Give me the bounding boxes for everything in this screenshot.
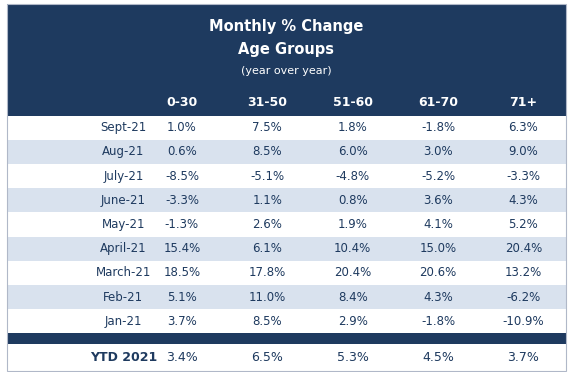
Text: 6.3%: 6.3% [509,121,538,134]
Text: Aug-21: Aug-21 [102,145,144,158]
Text: -10.9%: -10.9% [503,315,544,328]
Text: 71+: 71+ [509,96,537,109]
Text: -1.8%: -1.8% [421,315,455,328]
Text: 4.1%: 4.1% [423,218,453,231]
Bar [7,344,566,371]
Text: 5.2%: 5.2% [509,218,538,231]
Text: April-21: April-21 [100,242,147,255]
Text: 15.4%: 15.4% [163,242,201,255]
Text: 61-70: 61-70 [418,96,458,109]
Text: 20.6%: 20.6% [419,266,457,279]
Text: YTD 2021: YTD 2021 [90,351,157,364]
Text: 3.4%: 3.4% [166,351,198,364]
Bar [7,140,566,164]
Text: 3.6%: 3.6% [423,194,453,207]
Text: -1.3%: -1.3% [165,218,199,231]
Text: 5.1%: 5.1% [167,291,197,304]
Text: 6.1%: 6.1% [252,242,282,255]
Text: 3.7%: 3.7% [508,351,539,364]
Text: 8.4%: 8.4% [338,291,367,304]
Bar [7,212,566,237]
Text: Jan-21: Jan-21 [105,315,142,328]
Text: -3.3%: -3.3% [165,194,199,207]
Text: 2.9%: 2.9% [337,315,368,328]
Text: 6.0%: 6.0% [338,145,367,158]
Text: 6.5%: 6.5% [252,351,283,364]
Text: 0.8%: 0.8% [338,194,367,207]
Text: 8.5%: 8.5% [253,145,282,158]
Text: Sept-21: Sept-21 [100,121,147,134]
Text: 11.0%: 11.0% [249,291,286,304]
Text: 1.9%: 1.9% [337,218,368,231]
Text: 1.8%: 1.8% [338,121,367,134]
Text: 20.4%: 20.4% [505,242,542,255]
Text: -6.2%: -6.2% [507,291,540,304]
Bar [7,237,566,261]
Text: 1.0%: 1.0% [167,121,197,134]
Bar [7,116,566,140]
Bar [7,4,566,89]
Text: -1.8%: -1.8% [421,121,455,134]
Text: -4.8%: -4.8% [336,170,370,183]
Text: 9.0%: 9.0% [509,145,538,158]
Text: 2.6%: 2.6% [252,218,282,231]
Text: 18.5%: 18.5% [163,266,201,279]
Bar [7,164,566,188]
Text: 0-30: 0-30 [166,96,198,109]
Text: 3.7%: 3.7% [167,315,197,328]
Text: June-21: June-21 [101,194,146,207]
Text: 8.5%: 8.5% [253,315,282,328]
Text: 4.3%: 4.3% [423,291,453,304]
Text: 31-50: 31-50 [248,96,287,109]
Text: -8.5%: -8.5% [165,170,199,183]
Text: 17.8%: 17.8% [249,266,286,279]
Text: March-21: March-21 [96,266,151,279]
Text: 4.3%: 4.3% [509,194,538,207]
Text: Age Groups: Age Groups [238,42,335,57]
Text: 20.4%: 20.4% [334,266,371,279]
Bar [7,261,566,285]
Bar [7,89,566,116]
Text: 51-60: 51-60 [333,96,372,109]
Text: (year over year): (year over year) [241,65,332,76]
Text: 15.0%: 15.0% [419,242,457,255]
Text: -5.2%: -5.2% [421,170,455,183]
Text: Feb-21: Feb-21 [103,291,143,304]
Text: 13.2%: 13.2% [505,266,542,279]
Text: 5.3%: 5.3% [337,351,368,364]
Bar [7,333,566,344]
Text: May-21: May-21 [101,218,145,231]
Text: 0.6%: 0.6% [167,145,197,158]
Bar [7,309,566,333]
Text: Monthly % Change: Monthly % Change [209,19,364,34]
Text: 7.5%: 7.5% [253,121,282,134]
Text: 1.1%: 1.1% [252,194,282,207]
Bar [7,188,566,212]
Text: 4.5%: 4.5% [422,351,454,364]
Text: -5.1%: -5.1% [250,170,284,183]
Text: -3.3%: -3.3% [507,170,540,183]
Text: 10.4%: 10.4% [334,242,371,255]
Text: 3.0%: 3.0% [423,145,453,158]
Bar [7,285,566,309]
Text: July-21: July-21 [103,170,143,183]
